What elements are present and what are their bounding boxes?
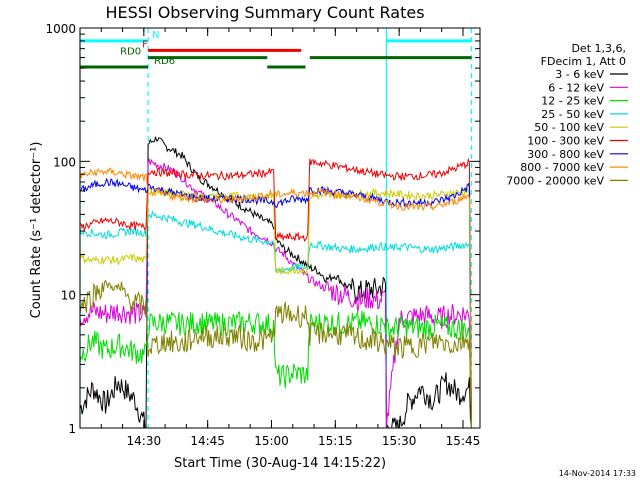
series-line-5	[79, 157, 472, 429]
flag-label-f: F	[142, 39, 148, 50]
x-tick-label: 15:30	[382, 434, 417, 448]
axes: 14:30 14:45 15:00 15:15 15:30 15:45 1 10 100 1000	[45, 22, 480, 448]
x-tick-label: 15:15	[318, 434, 353, 448]
y-tick-label: 1000	[45, 22, 76, 36]
y-tick-label: 100	[53, 155, 76, 169]
flag-label-rd0: RD0	[120, 47, 141, 58]
legend-label: 25 - 50 keV	[541, 108, 604, 121]
legend-label: 3 - 6 keV	[555, 68, 604, 81]
series-line-8	[79, 279, 472, 429]
legend-label: 7000 - 20000 keV	[506, 174, 604, 187]
x-tick-label: 14:45	[190, 434, 225, 448]
legend-label: 800 - 7000 keV	[520, 161, 604, 174]
series-line-7	[79, 167, 472, 429]
y-tick-label: 1	[68, 422, 76, 436]
chart-title: HESSI Observing Summary Count Rates	[105, 3, 424, 22]
legend-label: 100 - 300 keV	[527, 135, 604, 148]
y-axis-label: Count Rate (s⁻¹ detector⁻¹)	[29, 142, 44, 319]
legend-header-line: FDecim 1, Att 0	[541, 55, 626, 68]
plot-frame	[79, 27, 481, 429]
x-axis-label: Start Time (30-Aug-14 14:15:22)	[174, 456, 386, 471]
legend-label: 6 - 12 keV	[548, 81, 604, 94]
series-line-0	[79, 136, 472, 429]
x-tick-label: 15:00	[254, 434, 289, 448]
flag-label-n: N	[152, 30, 159, 41]
flag-label-rd6: RD6	[154, 56, 175, 67]
series-line-2	[79, 310, 472, 429]
legend-header-line: Det 1,3,6,	[571, 42, 626, 55]
series-line-6	[79, 177, 472, 429]
x-tick-label: 15:45	[446, 434, 481, 448]
y-tick-label: 10	[61, 289, 76, 303]
legend-label: 300 - 800 keV	[527, 148, 604, 161]
series-line-4	[79, 186, 472, 429]
legend-label: 12 - 25 keV	[541, 95, 604, 108]
x-tick-label: 14:30	[127, 434, 162, 448]
timestamp-stamp: 14-Nov-2014 17:33	[559, 469, 636, 478]
series-lines	[79, 136, 472, 429]
legend-label: 50 - 100 keV	[534, 121, 604, 134]
